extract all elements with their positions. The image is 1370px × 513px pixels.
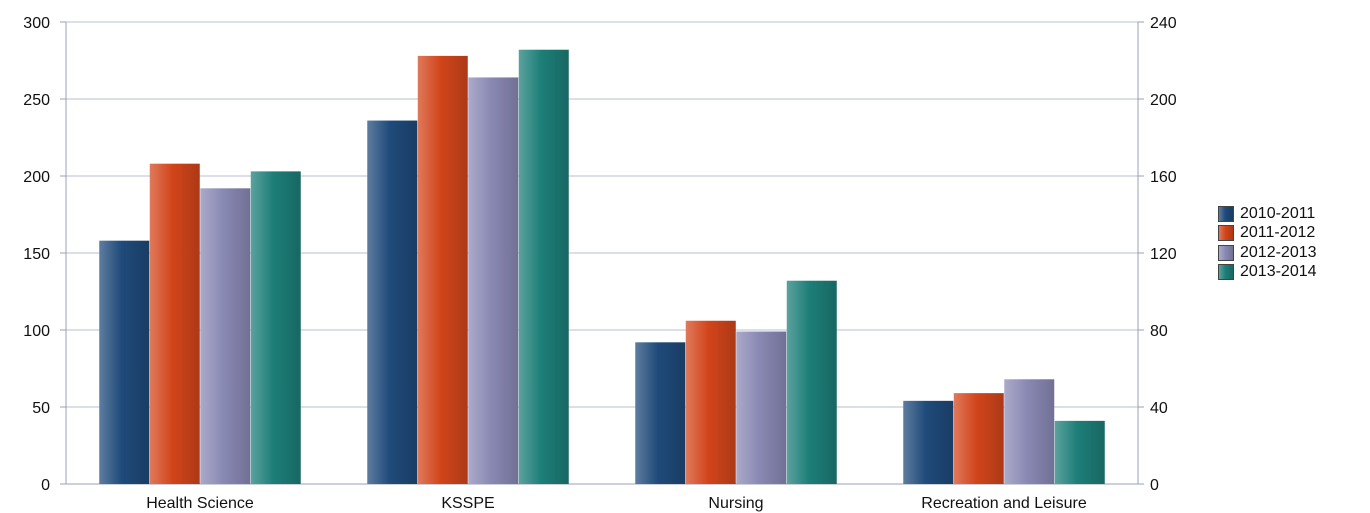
bar-health-science-2010-2011 [99, 240, 150, 484]
bar-health-science-2011-2012 [149, 163, 200, 484]
y-tick-label: 250 [23, 92, 50, 109]
y-tick-label: 200 [23, 169, 50, 186]
x-tick-label: Health Science [146, 495, 254, 512]
legend-swatch [1218, 244, 1234, 261]
bar-health-science-2013-2014 [250, 171, 301, 484]
bar-recreation-and-leisure-2011-2012 [953, 393, 1004, 484]
legend-label: 2010-2011 [1240, 204, 1316, 222]
legend-label: 2011-2012 [1240, 224, 1316, 242]
legend: 2010-2011 2011-2012 2012-2013 2013-2014 [1218, 204, 1317, 282]
x-tick-label: Recreation and Leisure [921, 495, 1087, 512]
bar-nursing-2013-2014 [786, 280, 837, 484]
bar-ksspe-2012-2013 [468, 77, 519, 484]
y-tick-label: 100 [23, 323, 50, 340]
bar-recreation-and-leisure-2012-2013 [1004, 379, 1055, 484]
y2-tick-label: 240 [1150, 15, 1177, 32]
y2-tick-label: 120 [1150, 246, 1177, 263]
legend-label: 2013-2014 [1240, 263, 1317, 281]
legend-item: 2011-2012 [1218, 224, 1317, 244]
bar-recreation-and-leisure-2010-2011 [903, 400, 954, 484]
legend-item: 2012-2013 [1218, 243, 1317, 263]
bar-nursing-2011-2012 [685, 320, 736, 484]
x-tick-label: KSSPE [441, 495, 494, 512]
bar-health-science-2012-2013 [200, 188, 251, 484]
y-tick-label: 150 [23, 246, 50, 263]
legend-item: 2013-2014 [1218, 263, 1317, 283]
y2-tick-label: 40 [1150, 400, 1168, 417]
y-tick-label: 50 [32, 400, 50, 417]
legend-swatch [1218, 225, 1234, 242]
y2-tick-label: 80 [1150, 323, 1168, 340]
legend-swatch [1218, 205, 1234, 222]
bar-ksspe-2013-2014 [518, 49, 569, 484]
bars [99, 49, 1105, 484]
y-tick-label: 300 [23, 15, 50, 32]
y-tick-label: 0 [41, 477, 50, 494]
bar-nursing-2012-2013 [736, 331, 787, 484]
legend-label: 2012-2013 [1240, 243, 1317, 261]
bar-ksspe-2010-2011 [367, 120, 418, 484]
legend-swatch [1218, 264, 1234, 281]
bar-recreation-and-leisure-2013-2014 [1054, 420, 1105, 484]
bar-nursing-2010-2011 [635, 342, 686, 484]
y2-tick-label: 0 [1150, 477, 1159, 494]
y2-tick-label: 200 [1150, 92, 1177, 109]
y2-tick-label: 160 [1150, 169, 1177, 186]
bar-ksspe-2011-2012 [417, 55, 468, 484]
legend-item: 2010-2011 [1218, 204, 1317, 224]
labels: 0 50 100 150 200 250 300 0 40 80 120 160 200 240 Healt… [23, 15, 1177, 512]
x-tick-label: Nursing [708, 495, 763, 512]
